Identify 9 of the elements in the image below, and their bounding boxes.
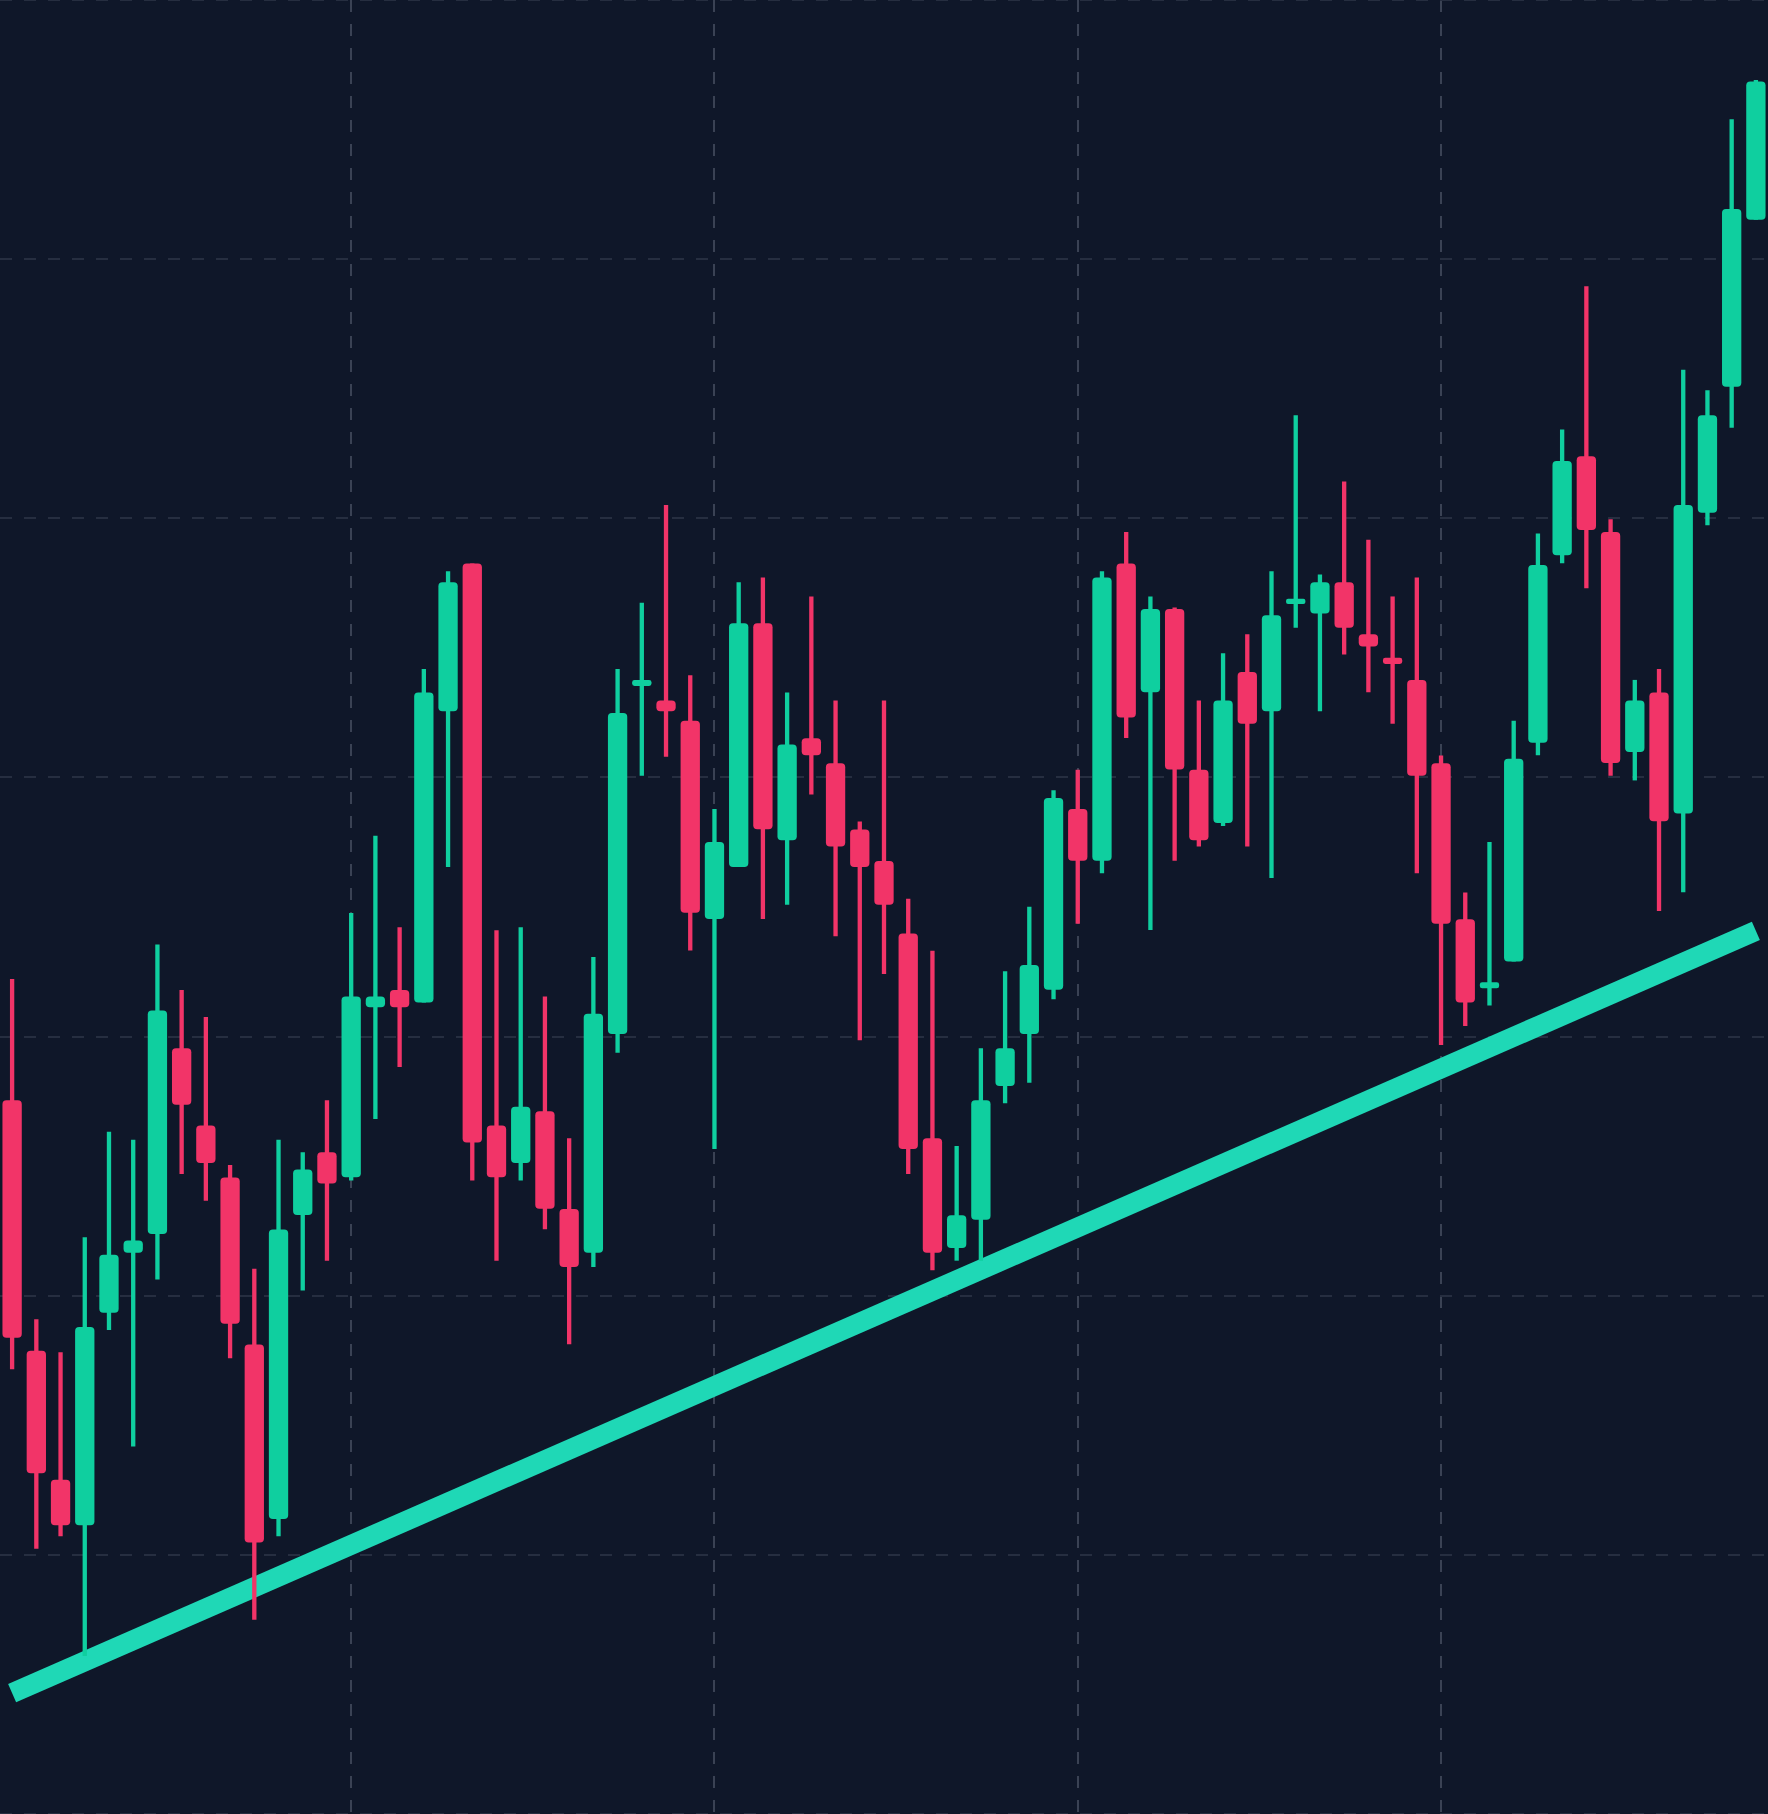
candlestick: [704, 809, 725, 1149]
candlestick: [801, 596, 821, 795]
candlestick: [365, 835, 386, 1119]
candlestick: [1479, 842, 1500, 1006]
candlestick: [1358, 539, 1379, 693]
candlestick: [389, 927, 410, 1068]
candlestick: [1286, 415, 1306, 628]
candlestick: [486, 930, 507, 1261]
candlestick: [1382, 596, 1403, 724]
